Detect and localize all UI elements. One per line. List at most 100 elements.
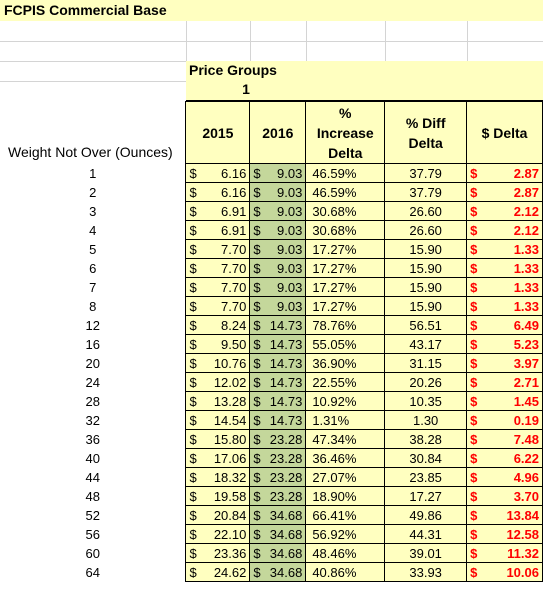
dollar-delta-cell[interactable]: $5.23 bbox=[466, 334, 543, 354]
diff-cell[interactable]: 15.90 bbox=[384, 296, 468, 316]
weight-cell[interactable]: 40 bbox=[85, 450, 100, 466]
dollar-delta-cell[interactable]: $2.71 bbox=[466, 372, 543, 392]
dollar-delta-cell[interactable]: $7.48 bbox=[466, 429, 543, 449]
price-2016-cell[interactable]: $23.28 bbox=[249, 429, 307, 449]
dollar-delta-cell[interactable]: $1.45 bbox=[466, 391, 543, 411]
price-2015-cell[interactable]: $10.76 bbox=[185, 353, 251, 373]
price-2016-cell[interactable]: $14.73 bbox=[249, 372, 307, 392]
price-2015-cell[interactable]: $22.10 bbox=[185, 524, 251, 544]
price-2015-cell[interactable]: $7.70 bbox=[185, 258, 251, 278]
price-2015-cell[interactable]: $7.70 bbox=[185, 277, 251, 297]
diff-cell[interactable]: 33.93 bbox=[384, 562, 468, 582]
increase-cell[interactable]: 30.68% bbox=[305, 220, 386, 240]
price-2016-cell[interactable]: $34.68 bbox=[249, 505, 307, 525]
diff-cell[interactable]: 37.79 bbox=[384, 182, 468, 202]
price-2016-cell[interactable]: $14.73 bbox=[249, 315, 307, 335]
increase-cell[interactable]: 78.76% bbox=[305, 315, 386, 335]
diff-cell[interactable]: 26.60 bbox=[384, 220, 468, 240]
diff-cell[interactable]: 38.28 bbox=[384, 429, 468, 449]
diff-cell[interactable]: 31.15 bbox=[384, 353, 468, 373]
diff-cell[interactable]: 39.01 bbox=[384, 543, 468, 563]
price-2016-cell[interactable]: $14.73 bbox=[249, 410, 307, 430]
dollar-delta-cell[interactable]: $2.87 bbox=[466, 182, 543, 202]
price-2015-cell[interactable]: $24.62 bbox=[185, 562, 251, 582]
price-2016-cell[interactable]: $34.68 bbox=[249, 562, 307, 582]
price-2015-cell[interactable]: $23.36 bbox=[185, 543, 251, 563]
dollar-delta-cell[interactable]: $11.32 bbox=[466, 543, 543, 563]
price-2016-cell[interactable]: $9.03 bbox=[249, 277, 307, 297]
increase-cell[interactable]: 47.34% bbox=[305, 429, 386, 449]
increase-cell[interactable]: 46.59% bbox=[305, 182, 386, 202]
dollar-delta-cell[interactable]: $3.97 bbox=[466, 353, 543, 373]
weight-cell[interactable]: 12 bbox=[85, 317, 100, 333]
price-2016-cell[interactable]: $23.28 bbox=[249, 467, 307, 487]
weight-cell[interactable]: 24 bbox=[85, 374, 100, 390]
weight-cell[interactable]: 1 bbox=[89, 165, 97, 181]
weight-cell[interactable]: 2 bbox=[89, 184, 97, 200]
weight-cell[interactable]: 32 bbox=[85, 412, 100, 428]
increase-cell[interactable]: 46.59% bbox=[305, 163, 386, 183]
increase-cell[interactable]: 27.07% bbox=[305, 467, 386, 487]
dollar-delta-cell[interactable]: $3.70 bbox=[466, 486, 543, 506]
diff-cell[interactable]: 49.86 bbox=[384, 505, 468, 525]
weight-cell[interactable]: 56 bbox=[85, 526, 100, 542]
dollar-delta-cell[interactable]: $4.96 bbox=[466, 467, 543, 487]
dollar-delta-cell[interactable]: $6.22 bbox=[466, 448, 543, 468]
price-2016-cell[interactable]: $23.28 bbox=[249, 486, 307, 506]
weight-cell[interactable]: 48 bbox=[85, 488, 100, 504]
header-increase[interactable]: % Increase Delta bbox=[305, 101, 386, 164]
dollar-delta-cell[interactable]: $2.12 bbox=[466, 220, 543, 240]
price-2016-cell[interactable]: $14.73 bbox=[249, 353, 307, 373]
increase-cell[interactable]: 18.90% bbox=[305, 486, 386, 506]
price-2016-cell[interactable]: $9.03 bbox=[249, 201, 307, 221]
price-2016-cell[interactable]: $34.68 bbox=[249, 524, 307, 544]
weight-cell[interactable]: 64 bbox=[85, 564, 100, 580]
increase-cell[interactable]: 22.55% bbox=[305, 372, 386, 392]
weight-cell[interactable]: 28 bbox=[85, 393, 100, 409]
price-2016-cell[interactable]: $14.73 bbox=[249, 334, 307, 354]
dollar-delta-cell[interactable]: $6.49 bbox=[466, 315, 543, 335]
price-2015-cell[interactable]: $6.16 bbox=[185, 163, 251, 183]
price-2016-cell[interactable]: $9.03 bbox=[249, 182, 307, 202]
dollar-delta-cell[interactable]: $1.33 bbox=[466, 277, 543, 297]
increase-cell[interactable]: 40.86% bbox=[305, 562, 386, 582]
price-2015-cell[interactable]: $12.02 bbox=[185, 372, 251, 392]
weight-cell[interactable]: 5 bbox=[89, 241, 97, 257]
price-2015-cell[interactable]: $18.32 bbox=[185, 467, 251, 487]
price-2015-cell[interactable]: $7.70 bbox=[185, 296, 251, 316]
increase-cell[interactable]: 17.27% bbox=[305, 277, 386, 297]
diff-cell[interactable]: 10.35 bbox=[384, 391, 468, 411]
price-2016-cell[interactable]: $9.03 bbox=[249, 163, 307, 183]
diff-cell[interactable]: 23.85 bbox=[384, 467, 468, 487]
dollar-delta-cell[interactable]: $1.33 bbox=[466, 296, 543, 316]
header-2016[interactable]: 2016 bbox=[249, 101, 307, 164]
weight-cell[interactable]: 7 bbox=[89, 279, 97, 295]
diff-cell[interactable]: 26.60 bbox=[384, 201, 468, 221]
price-2016-cell[interactable]: $14.73 bbox=[249, 391, 307, 411]
price-2015-cell[interactable]: $6.16 bbox=[185, 182, 251, 202]
diff-cell[interactable]: 1.30 bbox=[384, 410, 468, 430]
price-2015-cell[interactable]: $15.80 bbox=[185, 429, 251, 449]
price-2015-cell[interactable]: $14.54 bbox=[185, 410, 251, 430]
increase-cell[interactable]: 66.41% bbox=[305, 505, 386, 525]
increase-cell[interactable]: 48.46% bbox=[305, 543, 386, 563]
header-diff[interactable]: % Diff Delta bbox=[384, 101, 468, 164]
header-dollar-delta[interactable]: $ Delta bbox=[466, 101, 543, 164]
diff-cell[interactable]: 56.51 bbox=[384, 315, 468, 335]
price-2016-cell[interactable]: $9.03 bbox=[249, 239, 307, 259]
price-2015-cell[interactable]: $8.24 bbox=[185, 315, 251, 335]
diff-cell[interactable]: 17.27 bbox=[384, 486, 468, 506]
diff-cell[interactable]: 43.17 bbox=[384, 334, 468, 354]
increase-cell[interactable]: 30.68% bbox=[305, 201, 386, 221]
weight-cell[interactable]: 36 bbox=[85, 431, 100, 447]
price-2015-cell[interactable]: $20.84 bbox=[185, 505, 251, 525]
increase-cell[interactable]: 17.27% bbox=[305, 258, 386, 278]
diff-cell[interactable]: 15.90 bbox=[384, 277, 468, 297]
price-2015-cell[interactable]: $7.70 bbox=[185, 239, 251, 259]
price-2015-cell[interactable]: $6.91 bbox=[185, 220, 251, 240]
diff-cell[interactable]: 15.90 bbox=[384, 239, 468, 259]
dollar-delta-cell[interactable]: $12.58 bbox=[466, 524, 543, 544]
diff-cell[interactable]: 20.26 bbox=[384, 372, 468, 392]
header-2015[interactable]: 2015 bbox=[185, 101, 251, 164]
weight-cell[interactable]: 8 bbox=[89, 298, 97, 314]
